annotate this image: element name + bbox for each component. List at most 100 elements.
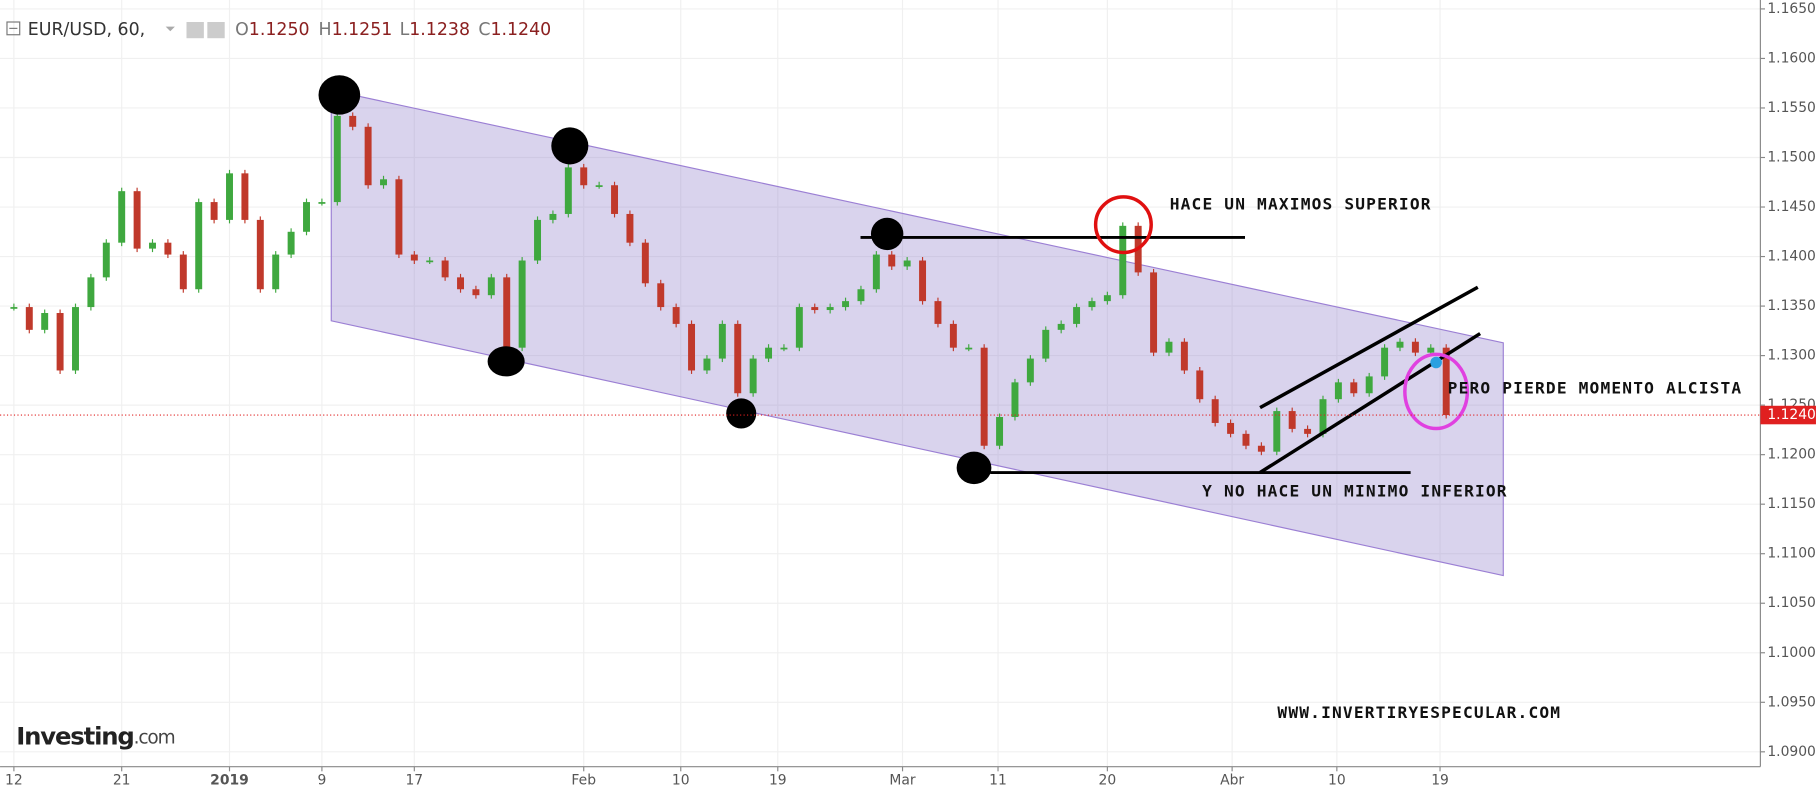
candle xyxy=(41,313,49,330)
collapse-icon[interactable] xyxy=(6,21,21,36)
annotation: HACE UN MAXIMOS SUPERIOR xyxy=(1170,194,1432,213)
candle xyxy=(857,289,865,302)
candle xyxy=(395,179,403,255)
candle xyxy=(826,307,834,311)
candle xyxy=(657,283,665,308)
dropdown-icon[interactable] xyxy=(165,26,175,32)
candle xyxy=(1227,422,1235,434)
candle xyxy=(25,307,33,330)
y-tick-label: 1.1450 xyxy=(1767,199,1816,215)
high-value: 1.1251 xyxy=(332,20,393,40)
candle xyxy=(996,417,1004,446)
candle xyxy=(318,202,326,204)
candle xyxy=(611,185,619,214)
x-tick-label: 2019 xyxy=(210,773,249,789)
candle xyxy=(441,260,449,278)
x-tick-label: 10 xyxy=(1328,773,1346,789)
pivot-marker xyxy=(726,398,757,429)
candle xyxy=(102,242,110,278)
candle xyxy=(534,219,542,261)
y-tick-label: 1.1500 xyxy=(1767,149,1816,165)
grid xyxy=(0,0,1761,767)
candle xyxy=(1288,411,1296,429)
candle xyxy=(903,260,911,267)
x-tick-label: 19 xyxy=(1431,773,1449,789)
candle xyxy=(765,347,773,359)
settings-icon[interactable] xyxy=(207,22,225,39)
candle xyxy=(934,301,942,324)
candle xyxy=(195,202,203,290)
logo: Investing.com xyxy=(16,722,174,751)
candle xyxy=(1350,382,1358,394)
close-value: 1.1240 xyxy=(490,20,551,40)
eye-icon[interactable] xyxy=(186,22,204,39)
candle xyxy=(1011,382,1019,418)
candle xyxy=(503,277,511,348)
legend-header: EUR/USD, 60, O1.1250 H1.1251 L1.1238 C1.… xyxy=(6,20,551,40)
x-tick-label: 9 xyxy=(317,773,326,789)
candle xyxy=(842,301,850,308)
last-price-box xyxy=(1760,405,1816,425)
low-value: 1.1238 xyxy=(409,20,470,40)
candle xyxy=(580,167,588,186)
candle xyxy=(10,307,18,309)
candle xyxy=(980,347,988,446)
annotation: Y NO HACE UN MINIMO INFERIOR xyxy=(1202,482,1508,501)
candle xyxy=(518,260,526,348)
candle xyxy=(718,323,726,359)
x-tick-label: 12 xyxy=(5,773,23,789)
pivot-marker xyxy=(318,75,361,115)
candle xyxy=(1273,411,1281,452)
candle xyxy=(457,277,464,290)
pivot-marker xyxy=(956,451,992,485)
trend-line xyxy=(1259,285,1479,410)
ohlc: O1.1250 H1.1251 L1.1238 C1.1240 xyxy=(235,20,551,40)
y-tick-label: 1.1600 xyxy=(1767,50,1816,66)
y-tick-label: 1.0950 xyxy=(1767,694,1816,710)
candle xyxy=(349,115,357,127)
y-tick-label: 1.1200 xyxy=(1767,447,1816,463)
candle xyxy=(149,242,156,249)
candle xyxy=(1242,433,1250,446)
candle xyxy=(1411,341,1419,353)
candle xyxy=(333,115,341,203)
candle xyxy=(226,173,233,220)
last-price-label: 1.1240 xyxy=(1767,407,1816,423)
candle xyxy=(641,242,649,284)
candle xyxy=(487,277,495,296)
candle xyxy=(1119,225,1127,296)
y-tick-label: 1.1000 xyxy=(1767,645,1816,661)
y-tick-label: 1.1150 xyxy=(1767,496,1816,512)
candle xyxy=(118,191,126,243)
candle xyxy=(672,307,680,324)
candle xyxy=(380,179,387,186)
candle xyxy=(241,173,249,220)
close-label: C xyxy=(478,20,490,40)
candle xyxy=(703,358,711,371)
candle xyxy=(1381,347,1389,377)
y-tick-label: 1.1100 xyxy=(1767,546,1816,562)
candle xyxy=(303,202,310,232)
y-tick-label: 1.1550 xyxy=(1767,100,1816,116)
x-tick-label: 21 xyxy=(113,773,131,789)
y-tick-label: 1.1650 xyxy=(1767,1,1816,17)
x-tick-label: 10 xyxy=(672,773,690,789)
candle xyxy=(734,323,742,394)
candle xyxy=(1180,341,1188,371)
candle xyxy=(364,126,372,186)
candle xyxy=(133,191,141,249)
logo-suffix: .com xyxy=(134,727,175,748)
candle xyxy=(56,313,64,371)
candle xyxy=(1257,445,1265,452)
x-tick-label: 20 xyxy=(1099,773,1117,789)
x-tick-label: 19 xyxy=(769,773,787,789)
pivot-marker xyxy=(487,346,525,377)
marker-dot xyxy=(1430,356,1442,369)
x-tick-label: Abr xyxy=(1220,773,1244,789)
highlight-circle xyxy=(1403,352,1470,431)
open-label: O xyxy=(235,20,249,40)
